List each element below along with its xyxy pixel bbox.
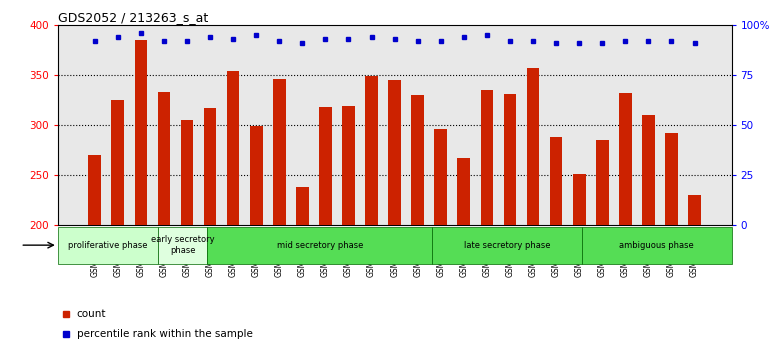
Bar	[296, 187, 309, 225]
Bar	[158, 92, 170, 225]
Bar	[112, 100, 124, 225]
Bar	[388, 80, 401, 225]
Bar	[480, 90, 494, 225]
Bar	[342, 106, 355, 225]
Bar	[181, 120, 193, 225]
Bar	[573, 174, 585, 225]
Bar	[665, 133, 678, 225]
Text: mid secretory phase: mid secretory phase	[276, 241, 363, 250]
Bar	[432, 227, 582, 264]
Bar	[550, 137, 562, 225]
Bar	[582, 227, 732, 264]
Bar	[135, 40, 147, 225]
Text: proliferative phase: proliferative phase	[68, 241, 147, 250]
Bar	[365, 76, 378, 225]
Text: GDS2052 / 213263_s_at: GDS2052 / 213263_s_at	[58, 11, 208, 24]
Bar	[227, 71, 239, 225]
Bar	[273, 79, 286, 225]
Bar	[249, 126, 263, 225]
Bar	[58, 227, 158, 264]
Bar	[158, 227, 207, 264]
Bar	[319, 107, 332, 225]
Bar	[204, 108, 216, 225]
Text: percentile rank within the sample: percentile rank within the sample	[77, 329, 253, 339]
Bar	[207, 227, 432, 264]
Bar	[527, 68, 540, 225]
Bar	[688, 195, 701, 225]
Text: late secretory phase: late secretory phase	[464, 241, 551, 250]
Text: early secretory
phase: early secretory phase	[151, 235, 214, 255]
Text: ambiguous phase: ambiguous phase	[619, 241, 694, 250]
Bar	[411, 95, 424, 225]
Bar	[504, 94, 517, 225]
Bar	[89, 155, 101, 225]
Bar	[596, 140, 608, 225]
Bar	[619, 93, 631, 225]
Bar	[457, 158, 470, 225]
Bar	[642, 115, 654, 225]
Bar	[434, 129, 447, 225]
Text: count: count	[77, 309, 106, 319]
